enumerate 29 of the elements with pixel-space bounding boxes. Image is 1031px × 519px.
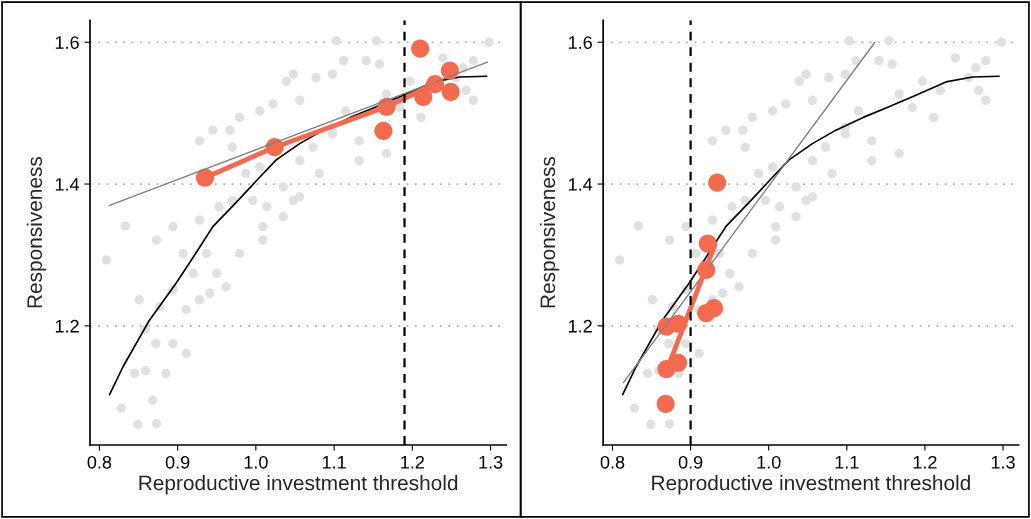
x-axis-title: Reproductive investment threshold xyxy=(652,475,970,495)
x-tick-label: 1.1 xyxy=(835,456,859,469)
x-tick-label: 0.9 xyxy=(678,455,703,469)
x-tick-label: 1.0 xyxy=(757,455,781,469)
y-tick-label: 1.6 xyxy=(569,36,592,49)
x-tick-label: 1.1 xyxy=(322,456,346,469)
x-tick-label: 0.8 xyxy=(87,455,112,469)
x-tick-label: 0.9 xyxy=(165,455,190,469)
point xyxy=(411,39,430,58)
x-tick-label: 1.2 xyxy=(401,455,424,469)
x-tick-label: 1.2 xyxy=(913,455,937,469)
point xyxy=(704,299,724,318)
x-tick-label: 0.8 xyxy=(600,455,625,469)
y-tick-label: 1.6 xyxy=(55,36,79,49)
x-tick-label: 1.0 xyxy=(244,455,268,469)
y-tick-label: 1.2 xyxy=(55,319,79,333)
point xyxy=(441,82,460,101)
point xyxy=(708,173,727,192)
x-tick-label: 1.3 xyxy=(479,455,503,469)
point xyxy=(440,61,459,80)
point xyxy=(656,394,675,413)
x-tick-label: 1.3 xyxy=(991,455,1015,469)
y-tick-label: 1.4 xyxy=(55,178,80,191)
y-axis-title: Responsiveness xyxy=(539,156,560,308)
y-tick-label: 1.2 xyxy=(569,319,592,333)
y-tick-label: 1.4 xyxy=(569,178,593,191)
point xyxy=(374,121,393,140)
y-axis-title: Responsiveness xyxy=(26,156,47,308)
x-axis-title: Reproductive investment threshold xyxy=(139,475,458,495)
